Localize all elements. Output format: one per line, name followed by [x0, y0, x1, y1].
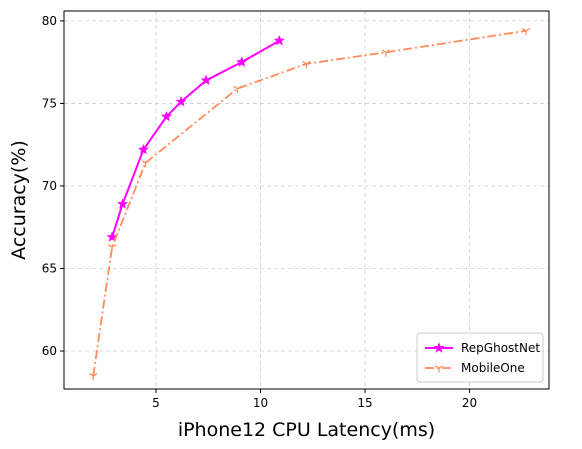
data-point: [137, 143, 150, 155]
grid: [64, 11, 549, 389]
x-axis-title: iPhone12 CPU Latency(ms): [178, 419, 435, 441]
series-line: [111, 39, 280, 238]
legend-item: RepGhostNet: [425, 341, 540, 355]
y-tick-label: 65: [42, 262, 57, 276]
data-point: [521, 28, 531, 36]
legend-label: RepGhostNet: [461, 341, 540, 355]
x-tick-label: 15: [357, 396, 372, 410]
legend-marker: [434, 365, 444, 373]
data-point: [107, 244, 117, 252]
x-tick-label: 10: [253, 396, 268, 410]
y-tick-label: 75: [42, 96, 57, 110]
y-tick-label: 60: [42, 344, 57, 358]
data-point: [116, 198, 129, 209]
legend-marker: [433, 342, 445, 353]
data-point: [302, 61, 311, 69]
data-point: [273, 34, 285, 46]
series-line: [92, 29, 527, 376]
data-point: [89, 373, 98, 381]
data-point: [233, 85, 242, 94]
data-point: [200, 74, 212, 86]
data-point: [141, 160, 150, 168]
data-point: [236, 56, 248, 67]
series-repghostnet: [106, 34, 285, 242]
legend-box: [416, 332, 544, 383]
data-point: [160, 110, 173, 122]
series-mobileone: [89, 28, 531, 381]
legend-label: MobileOne: [461, 361, 525, 375]
legend-item: MobileOne: [425, 361, 525, 375]
x-tick-label: 5: [152, 396, 160, 410]
data-point: [175, 95, 187, 107]
axis-ticks: 5 10 15 20 60 65 70 75 80: [42, 14, 477, 410]
legend: RepGhostNet MobileOne: [416, 332, 544, 383]
x-tick-label: 20: [462, 396, 477, 410]
y-axis-title: Accuracy(%): [8, 140, 30, 260]
y-tick-label: 80: [42, 14, 57, 28]
data-point: [381, 49, 391, 57]
y-tick-label: 70: [42, 179, 57, 193]
plot-frame: [63, 10, 550, 390]
series-layer: [89, 28, 531, 381]
